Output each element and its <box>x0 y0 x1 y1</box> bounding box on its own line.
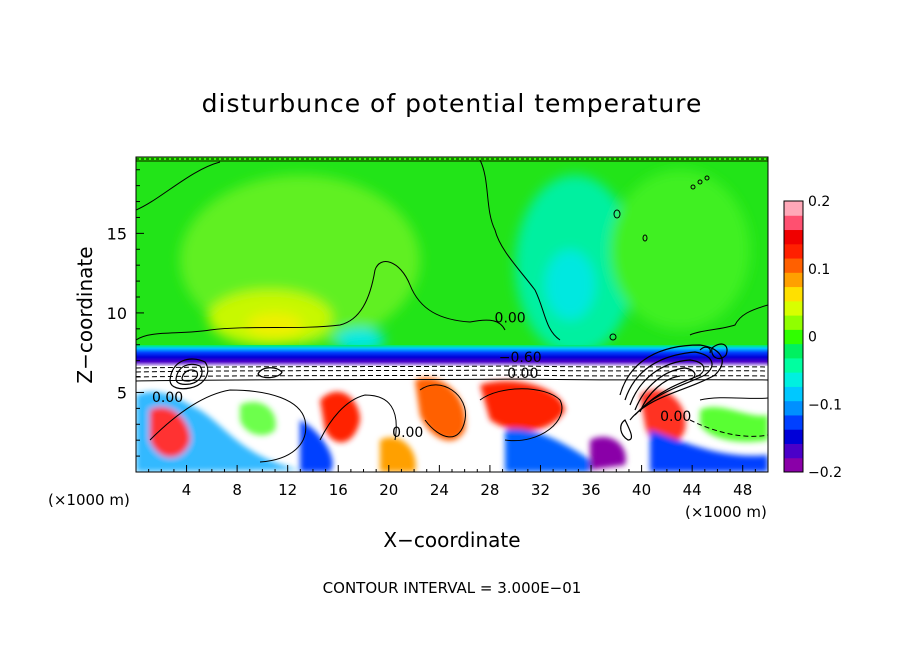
y-axis: 5 10 15 <box>107 169 144 457</box>
colorbar-swatch <box>784 343 803 359</box>
colorbar-swatch <box>784 243 803 259</box>
x-tick-label: 40 <box>632 481 651 499</box>
x-tick-label: 28 <box>480 481 499 499</box>
field-red-plume-left <box>150 407 190 457</box>
contour-top-edge <box>136 158 768 162</box>
field-cold-band <box>136 345 768 367</box>
x-tick-label: 44 <box>683 481 702 499</box>
colorbar-frame <box>783 200 804 473</box>
colorbar-swatch <box>784 443 803 459</box>
contour-lower-6 <box>689 419 768 437</box>
colorbar-swatch <box>784 201 803 216</box>
y-axis-label: Z−coordinate <box>73 246 97 383</box>
colorbar-tick-label: 0.1 <box>808 262 830 278</box>
colorbar-swatch <box>784 329 803 345</box>
contour-lower-5 <box>699 397 768 401</box>
contour-lower-4 <box>479 388 563 442</box>
colorbar-swatch <box>784 414 803 430</box>
field-blue-plume-1 <box>300 420 333 472</box>
x-tick-label: 20 <box>379 481 398 499</box>
field-warm-core-inner <box>247 313 303 337</box>
contour-label: 0.00 <box>660 409 691 425</box>
contour-cluster-right <box>619 343 728 441</box>
contour-band-1 <box>136 365 768 369</box>
contour-label: −0.60 <box>499 350 542 366</box>
contour-lower-3 <box>419 384 466 438</box>
contour-zero-upper-2 <box>136 159 561 341</box>
contour-lower-2 <box>319 394 397 441</box>
contour-label: 0.00 <box>507 366 538 382</box>
x-tick-label: 48 <box>733 481 752 499</box>
colorbar-swatch <box>784 357 803 373</box>
colorbar-swatch <box>784 229 803 245</box>
colorbar-swatch <box>784 386 803 402</box>
colorbar-swatch <box>784 300 803 316</box>
colorbar-tick-label: −0.1 <box>808 397 842 413</box>
colorbar-swatch <box>784 258 803 273</box>
y-tick-label: 15 <box>107 224 127 243</box>
colorbar: 0.2 0.1 0 −0.1 −0.2 <box>783 194 842 481</box>
plot-area: 0.00−0.600.000.000.000.00 <box>136 157 768 472</box>
contour-band-3 <box>136 374 768 378</box>
contour-small-loops <box>609 175 710 341</box>
colorbar-swatch <box>784 272 803 288</box>
x-tick-label: 16 <box>329 481 348 499</box>
field-red-plume-3 <box>480 381 565 431</box>
y-tick-label: 5 <box>117 383 127 402</box>
field-orange-plume-5 <box>380 437 416 472</box>
colorbar-tick-label: 0 <box>808 330 817 346</box>
colorbar-tick-label: 0.2 <box>808 194 830 210</box>
contour-interval-note: CONTOUR INTERVAL = 3.000E−01 <box>323 579 582 597</box>
field-purple-patch <box>590 436 626 470</box>
colorbar-swatch <box>784 457 803 473</box>
x-tick-label: 8 <box>232 481 242 499</box>
x-tick-label: 4 <box>182 481 192 499</box>
x-unit-right: (×1000 m) <box>685 503 767 521</box>
contour-label: 0.00 <box>392 425 423 441</box>
contour-band-2 <box>136 369 768 373</box>
field-red-plume-1 <box>320 391 360 443</box>
x-axis: 4 8 12 16 20 24 28 32 36 40 44 48 <box>148 465 756 499</box>
field-red-plume-2 <box>415 377 466 441</box>
contour-cluster-left <box>169 358 283 390</box>
colorbar-swatch <box>784 372 803 387</box>
colorbar-swatch <box>784 215 803 231</box>
contour-label: 0.00 <box>495 310 526 326</box>
contour-zero-upper <box>136 261 506 341</box>
x-tick-label: 24 <box>430 481 449 499</box>
field-cool-column-core <box>545 250 595 320</box>
x-tick-label: 32 <box>531 481 550 499</box>
x-tick-label: 36 <box>581 481 600 499</box>
chart-title: disturbunce of potential temperature <box>202 89 703 118</box>
colorbar-tick-label: −0.2 <box>808 465 842 481</box>
colorbar-swatch <box>784 400 803 416</box>
field-green-plume-2 <box>240 401 276 436</box>
field-blue-plume-4 <box>650 430 768 472</box>
field-green-right <box>610 170 750 330</box>
field-green-plume-4 <box>700 407 768 442</box>
x-axis-label: X−coordinate <box>383 528 520 552</box>
colorbar-swatch <box>784 429 803 444</box>
x-unit-left: (×1000 m) <box>48 491 130 509</box>
contour-label: 0.00 <box>152 390 183 406</box>
contour-label-group: 0.00−0.600.000.000.000.00 <box>152 310 691 441</box>
contour-lower-1 <box>149 389 307 463</box>
x-tick-label: 12 <box>278 481 297 499</box>
y-tick-label: 10 <box>107 304 127 323</box>
colorbar-swatch <box>784 315 803 330</box>
contour-zero-right <box>689 304 768 336</box>
colorbar-swatch <box>784 286 803 302</box>
